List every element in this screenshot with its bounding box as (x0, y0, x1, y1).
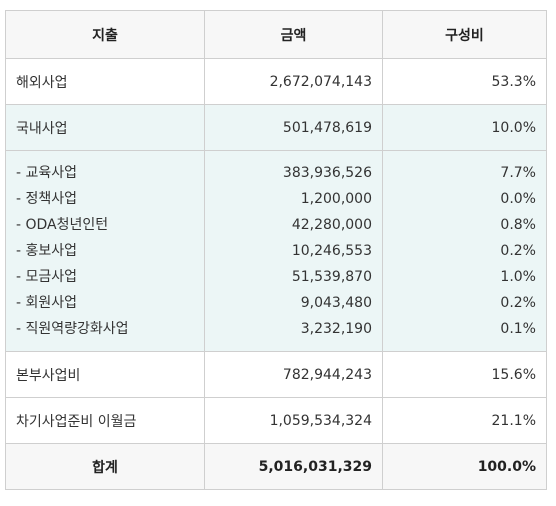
sub-item-label: - ODA청년인턴 (16, 217, 109, 233)
expense-table-container: 지출 금액 구성비 해외사업 2,672,074,143 53.3% 국내사업 … (5, 10, 547, 490)
total-amount: 5,016,031,329 (204, 443, 383, 490)
table-row-total: 합계 5,016,031,329 100.0% (5, 443, 547, 490)
sub-item-label: - 교육사업 (16, 165, 78, 181)
row-amount: 2,672,074,143 (204, 58, 383, 105)
sub-item-amount: 383,936,526 (282, 165, 372, 181)
expense-table: 지출 금액 구성비 해외사업 2,672,074,143 53.3% 국내사업 … (5, 10, 547, 490)
row-amount: 1,059,534,324 (204, 397, 383, 444)
row-label: 본부사업비 (5, 351, 205, 398)
sub-item-amount: 42,280,000 (291, 217, 372, 233)
total-ratio: 100.0% (382, 443, 547, 490)
row-label: 차기사업준비 이월금 (5, 397, 205, 444)
sub-item-ratio: 0.8% (500, 217, 536, 233)
sub-item-amount: 1,200,000 (300, 191, 372, 207)
table-row-carryover: 차기사업준비 이월금 1,059,534,324 21.1% (5, 397, 547, 444)
header-ratio: 구성비 (382, 10, 547, 59)
row-amount: 501,478,619 (204, 104, 383, 151)
header-row: 지출 금액 구성비 (5, 10, 547, 59)
sub-item-ratio: 1.0% (500, 269, 536, 285)
total-label: 합계 (5, 443, 205, 490)
sub-item-label: - 정책사업 (16, 191, 78, 207)
sub-item-amount: 51,539,870 (291, 269, 372, 285)
sub-item-amount: 10,246,553 (291, 243, 372, 259)
row-ratio: 21.1% (382, 397, 547, 444)
sub-item-ratio: 0.1% (500, 321, 536, 337)
sub-item-ratio: 0.2% (500, 243, 536, 259)
table-row-hq-expense: 본부사업비 782,944,243 15.6% (5, 351, 547, 398)
sub-item-label: - 직원역량강화사업 (16, 321, 129, 337)
table-row-domestic-breakdown: - 교육사업 - 정책사업 - ODA청년인턴 - 홍보사업 - 모금사업 - … (5, 150, 547, 352)
row-ratio: 15.6% (382, 351, 547, 398)
sub-item-amount: 3,232,190 (300, 321, 372, 337)
sub-item-amount: 9,043,480 (300, 295, 372, 311)
row-ratio: 53.3% (382, 58, 547, 105)
sub-item-label: - 홍보사업 (16, 243, 78, 259)
header-expense: 지출 (5, 10, 205, 59)
sub-item-ratio: 0.0% (500, 191, 536, 207)
sub-item-label: - 모금사업 (16, 269, 78, 285)
sub-item-ratio: 7.7% (500, 165, 536, 181)
header-amount: 금액 (204, 10, 383, 59)
row-label: 국내사업 (5, 104, 205, 151)
table-row-overseas: 해외사업 2,672,074,143 53.3% (5, 58, 547, 105)
sub-labels-cell: - 교육사업 - 정책사업 - ODA청년인턴 - 홍보사업 - 모금사업 - … (5, 150, 205, 352)
row-ratio: 10.0% (382, 104, 547, 151)
row-amount: 782,944,243 (204, 351, 383, 398)
sub-item-label: - 회원사업 (16, 295, 78, 311)
table-row-domestic: 국내사업 501,478,619 10.0% (5, 104, 547, 151)
sub-amounts-cell: 383,936,526 1,200,000 42,280,000 10,246,… (204, 150, 383, 352)
row-label: 해외사업 (5, 58, 205, 105)
sub-item-ratio: 0.2% (500, 295, 536, 311)
sub-ratios-cell: 7.7% 0.0% 0.8% 0.2% 1.0% 0.2% 0.1% (382, 150, 547, 352)
